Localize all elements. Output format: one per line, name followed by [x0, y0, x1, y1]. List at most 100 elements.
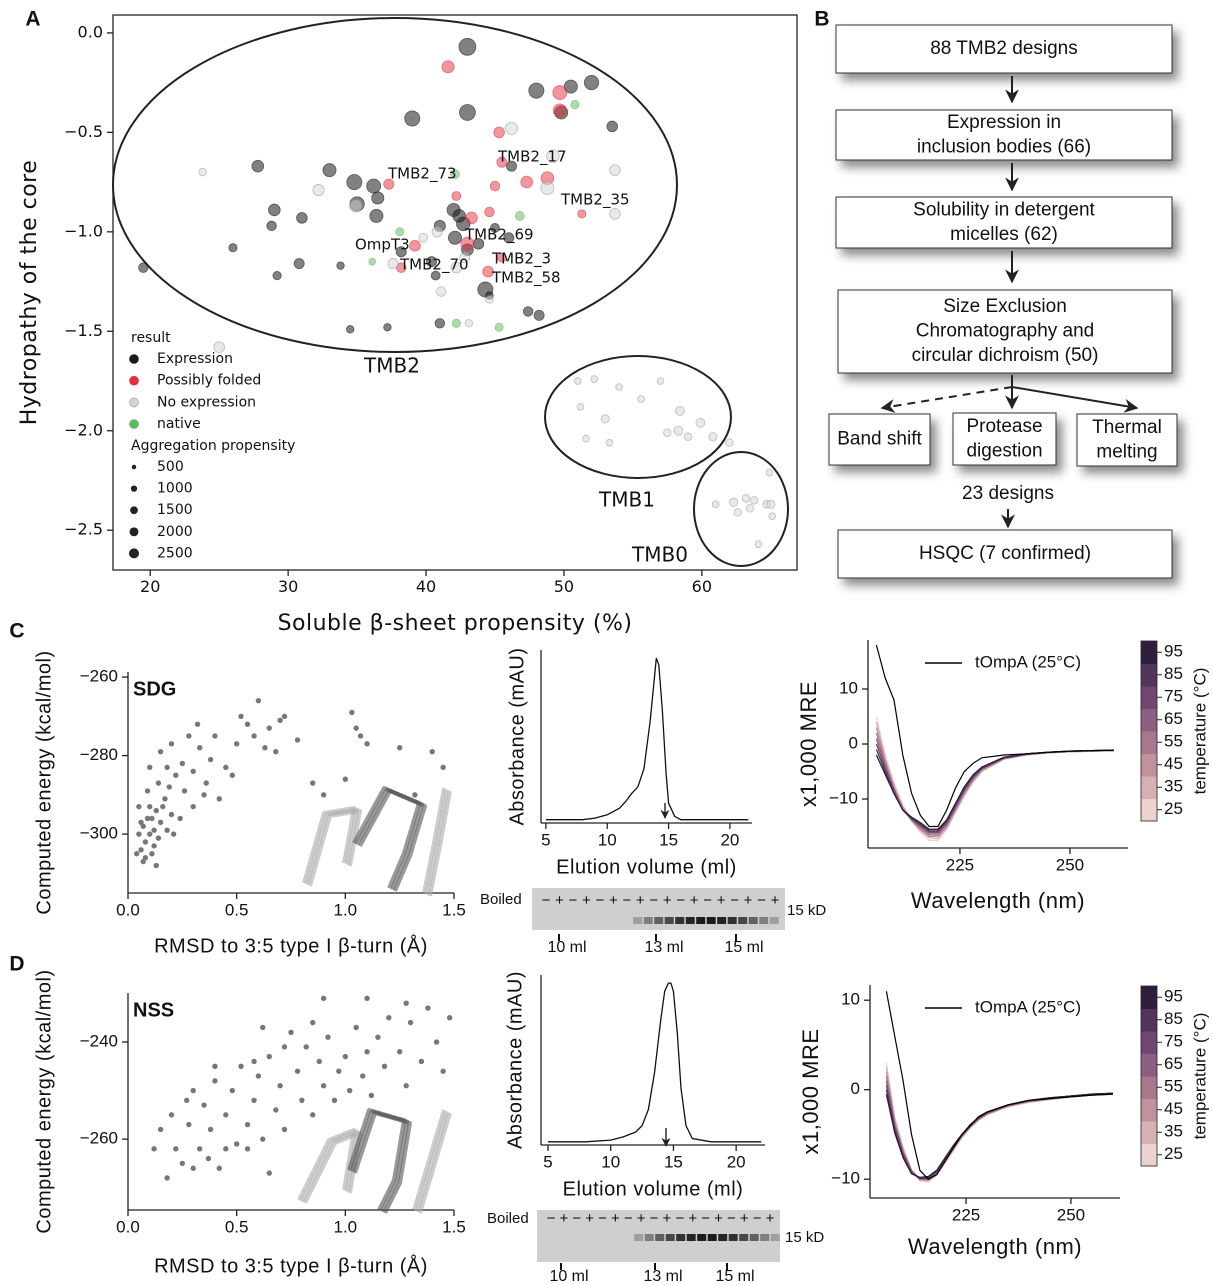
gel-lane-label: −	[649, 892, 658, 909]
y-axis-label: x1,000 MRE	[798, 1028, 823, 1154]
flow-node-text: Solubility in detergent	[913, 199, 1095, 220]
colorbar-label: 45	[1164, 1099, 1183, 1118]
point	[212, 1078, 217, 1083]
bubble	[684, 433, 692, 441]
colorbar-label: 95	[1164, 987, 1183, 1006]
bubble	[601, 415, 609, 423]
point	[310, 1020, 315, 1025]
gel-lane-label: +	[585, 1210, 594, 1227]
point-annotation: TMB2_70	[399, 256, 469, 275]
x-tick-label: 1.5	[442, 901, 466, 920]
gel-boiled-label: Boiled	[480, 891, 522, 908]
point	[169, 1112, 174, 1117]
point	[349, 710, 354, 715]
flow-node-text: Thermal	[1092, 417, 1162, 438]
gel-lane-label: +	[688, 1210, 697, 1227]
y-axis-label: x1,000 MRE	[796, 681, 821, 807]
fraction-label: 10 ml	[549, 1268, 588, 1285]
bubble	[767, 500, 775, 508]
bubble	[529, 83, 544, 98]
group-ellipse	[113, 18, 677, 352]
point	[184, 1098, 189, 1103]
point	[169, 812, 174, 817]
group-label: TMB0	[631, 543, 688, 567]
point	[304, 1044, 309, 1049]
flow-edge-label: 23 designs	[962, 483, 1054, 504]
point	[403, 1000, 408, 1005]
point	[230, 773, 235, 778]
bubble	[337, 262, 345, 270]
gel-marker-label: 15 kD	[785, 1229, 824, 1246]
point	[347, 1088, 352, 1093]
point	[151, 1146, 156, 1151]
x-tick-label: 1.0	[334, 1218, 358, 1237]
bubble	[521, 176, 533, 188]
gel-lane-label: −	[598, 1210, 607, 1227]
point-annotation: TMB2_73	[387, 165, 457, 184]
bubble	[410, 240, 421, 251]
point-annotation: TMB2_3	[491, 250, 551, 269]
bubble	[742, 495, 750, 503]
x-axis-label: RMSD to 3:5 type I β-turn (Å)	[154, 1254, 428, 1277]
gel-band	[675, 917, 684, 924]
bubble	[384, 324, 392, 332]
gel-band	[770, 917, 779, 924]
bubble	[674, 426, 683, 435]
point	[382, 1064, 387, 1069]
gel-band	[654, 917, 663, 924]
point	[186, 733, 191, 738]
flow-node-text: micelles (62)	[950, 224, 1058, 245]
structure-inset	[420, 1113, 450, 1213]
bubble	[370, 209, 383, 222]
bubble	[347, 174, 362, 189]
legend-label: Expression	[157, 351, 233, 367]
colorbar-swatch	[1141, 1009, 1157, 1032]
bubble	[675, 406, 684, 415]
structure-inset	[417, 1112, 447, 1212]
point	[154, 863, 159, 868]
colorbar-title: temperature (°C)	[1190, 1013, 1209, 1140]
bubble	[610, 165, 621, 176]
colorbar-swatch	[1141, 1099, 1157, 1122]
point	[412, 792, 417, 797]
spectrum	[886, 1063, 1113, 1182]
gel-band	[750, 1234, 759, 1241]
bubble	[696, 418, 705, 427]
bubble	[372, 192, 384, 204]
bubble	[323, 164, 336, 177]
point	[267, 1170, 272, 1175]
y-axis-label: Absorbance (mAU)	[504, 971, 526, 1149]
bubble	[297, 213, 308, 224]
fraction-label: 15 ml	[724, 939, 763, 956]
gel-lane-label: +	[582, 892, 591, 909]
point	[336, 1068, 341, 1073]
point	[364, 741, 369, 746]
point	[332, 1098, 337, 1103]
colorbar-swatch	[1141, 1144, 1157, 1167]
point	[201, 1102, 206, 1107]
colorbar-swatch	[1141, 664, 1157, 687]
point	[234, 741, 239, 746]
gel-lane-label: −	[753, 1210, 762, 1227]
x-tick-label: 15	[659, 831, 678, 850]
point	[238, 1064, 243, 1069]
figure: ABCD20304050600.0−0.5−1.0−1.5−2.0−2.5Sol…	[0, 0, 1213, 1285]
bubble	[267, 221, 277, 231]
y-axis-label: Computed energy (kcal/mol)	[33, 650, 55, 914]
point	[223, 1146, 228, 1151]
gel-band	[676, 1234, 685, 1241]
point	[277, 718, 282, 723]
point	[164, 827, 169, 832]
colorbar-swatch	[1141, 1121, 1157, 1144]
bubble	[419, 233, 428, 242]
point	[360, 1073, 365, 1078]
point	[191, 1088, 196, 1093]
bubble	[729, 498, 737, 506]
colorbar-label: 85	[1164, 664, 1183, 683]
bubble	[229, 244, 237, 252]
colorbar-label: 35	[1164, 777, 1183, 796]
bubble	[459, 104, 475, 120]
bubble	[574, 378, 581, 385]
colorbar-label: 55	[1164, 732, 1183, 751]
